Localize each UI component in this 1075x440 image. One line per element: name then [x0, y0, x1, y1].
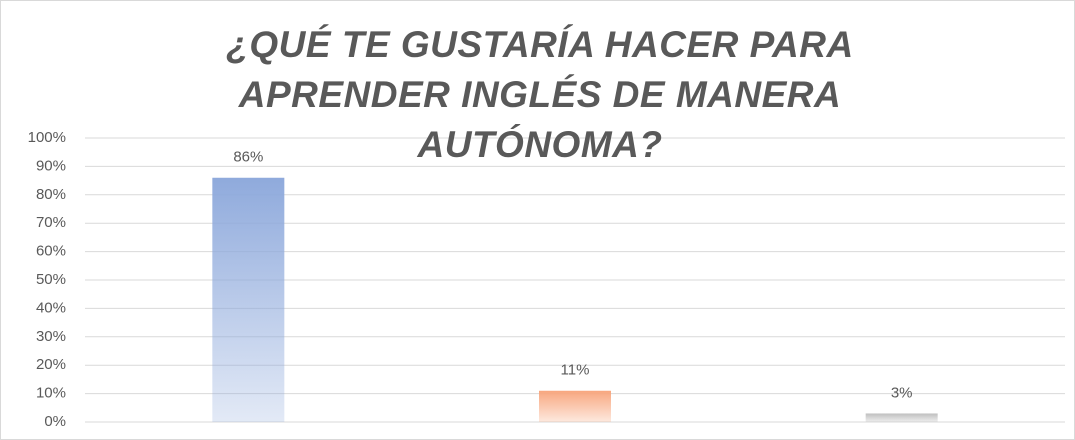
y-tick-label: 90% — [36, 157, 66, 174]
y-tick-label: 20% — [36, 356, 66, 373]
y-tick-label: 80% — [36, 186, 66, 203]
data-label: 86% — [233, 149, 263, 166]
y-tick-label: 70% — [36, 214, 66, 231]
chart-title: ¿QUÉ TE GUSTARÍA HACER PARA APRENDER ING… — [226, 24, 854, 165]
bar — [212, 177, 285, 422]
bar — [865, 413, 938, 422]
y-tick-label: 50% — [36, 271, 66, 288]
y-tick-label: 60% — [36, 243, 66, 260]
y-tick-label: 0% — [44, 413, 66, 430]
data-label: 3% — [891, 384, 913, 401]
y-tick-label: 10% — [36, 385, 66, 402]
y-tick-label: 30% — [36, 328, 66, 345]
bar — [539, 390, 611, 422]
data-label: 11% — [561, 362, 590, 379]
y-tick-label: 100% — [28, 129, 66, 146]
y-tick-label: 40% — [36, 299, 66, 316]
